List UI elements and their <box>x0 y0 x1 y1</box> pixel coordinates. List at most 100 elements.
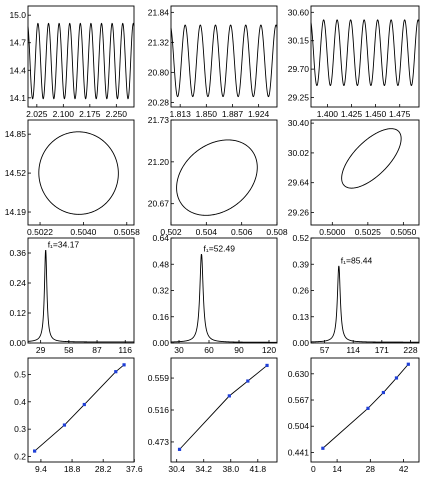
y-tick-label: 30.60 <box>288 7 310 17</box>
x-tick-label: 1.450 <box>365 109 387 119</box>
x-tick-label: 87 <box>92 345 102 355</box>
axes-frame <box>170 5 278 108</box>
data-point <box>406 362 410 366</box>
x-tick-label: 29 <box>36 345 46 355</box>
y-tick-label: 0.26 <box>292 286 309 296</box>
y-tick-label: 20.67 <box>148 199 170 209</box>
axes-frame <box>310 357 420 463</box>
data-point <box>227 394 231 398</box>
panel-r3c1: f₁=34.17 29 58 87 116 0.36 0.24 0.12 0.00 <box>9 237 135 355</box>
series-line <box>27 22 135 100</box>
y-tick-label: 21.32 <box>148 37 170 47</box>
y-tick-label: 30.02 <box>288 148 310 158</box>
x-tick-label: 2.175 <box>79 109 101 119</box>
series-line <box>179 365 268 450</box>
x-tick-label: 42 <box>399 464 409 474</box>
peak-annotation: f₁=34.17 <box>48 240 80 250</box>
x-tick-label: 0.5050 <box>390 227 416 237</box>
peak-annotation: f₁=52.49 <box>204 243 236 253</box>
x-tick-label: 60 <box>204 345 214 355</box>
x-tick-label: 41.8 <box>250 464 267 474</box>
y-tick-label: 29.26 <box>288 208 310 218</box>
data-point <box>33 449 37 453</box>
x-tick-label: 0.502 <box>160 227 182 237</box>
y-tick-label: 0.24 <box>9 278 26 288</box>
data-point <box>177 447 182 451</box>
y-tick-label: 0.3 <box>14 424 26 434</box>
axes-frame <box>310 119 420 226</box>
y-tick-label: 14.4 <box>9 65 26 75</box>
axes-frame <box>170 357 278 463</box>
data-point <box>82 402 86 407</box>
y-tick-label: 21.20 <box>148 157 170 167</box>
y-tick-label: 0.48 <box>152 259 169 269</box>
y-tick-label: 0.13 <box>292 312 309 322</box>
y-tick-label: 0.12 <box>9 308 26 318</box>
x-tick-label: 0.5000 <box>319 227 345 237</box>
x-tick-label: 30.4 <box>168 464 185 474</box>
y-tick-label: 0.441 <box>288 447 310 457</box>
series-line <box>170 24 278 98</box>
axes-frame <box>27 119 135 226</box>
panel-r3c3: f₁=85.44 57 114 171 228 0.52 0.39 0.26 0.13 0.00 <box>292 233 420 355</box>
x-tick-label: 0.506 <box>231 227 253 237</box>
y-tick-label: 29.64 <box>288 178 310 188</box>
y-tick-label: 14.52 <box>5 168 27 178</box>
data-point <box>114 370 118 374</box>
y-tick-label: 21.84 <box>148 7 170 17</box>
panel-r4c1: 9.4 18.8 28.2 37.6 0.5 0.4 0.3 0.2 <box>14 357 143 474</box>
data-point <box>265 363 269 368</box>
y-tick-label: 0.4 <box>14 397 26 407</box>
x-tick-label: 171 <box>375 345 389 355</box>
series-line <box>171 253 277 343</box>
y-tick-label: 0.36 <box>9 248 26 258</box>
panel-r4c3: 14 28 42 0 0.630 0.567 0.504 0.441 <box>288 357 420 474</box>
panel-r2c2: 0.502 0.504 0.506 0.508 21.73 21.20 20.67 <box>148 115 288 237</box>
data-point <box>394 376 399 380</box>
data-point <box>62 423 67 427</box>
x-tick-label: 1.887 <box>222 109 244 119</box>
y-tick-label: 0.00 <box>152 338 169 348</box>
x-tick-label: 58 <box>64 345 74 355</box>
y-tick-label: 14.19 <box>5 207 27 217</box>
x-tick-label: 28 <box>366 464 376 474</box>
series-line <box>341 128 402 189</box>
y-tick-label: 0.00 <box>9 338 26 348</box>
y-tick-label: 0.00 <box>292 338 309 348</box>
axes-frame <box>27 357 135 463</box>
panel-r4c2: 30.4 34.2 38.0 41.8 0.559 0.516 0.473 <box>148 357 278 474</box>
y-tick-label: 15.0 <box>9 10 26 20</box>
y-tick-label: 0.630 <box>288 369 310 379</box>
series-line <box>310 265 419 343</box>
x-tick-label: 0.5058 <box>114 227 140 237</box>
x-tick-label: 9.4 <box>35 464 47 474</box>
data-point <box>381 390 385 395</box>
panel-r1c2: 1.813 1.850 1.887 1.924 21.84 21.32 20.80 20.28 <box>148 5 278 119</box>
series-line <box>310 19 420 87</box>
y-tick-label: 0.559 <box>148 373 170 383</box>
y-tick-label: 0.2 <box>14 452 26 462</box>
y-tick-label: 0.16 <box>152 312 169 322</box>
x-tick-label: 228 <box>403 345 417 355</box>
x-tick-label: 0.508 <box>266 227 288 237</box>
y-tick-label: 0.32 <box>152 286 169 296</box>
x-tick-label: 0.5022 <box>27 227 53 237</box>
y-tick-label: 0.5 <box>14 369 26 379</box>
x-tick-label: 1.924 <box>248 109 270 119</box>
y-tick-label: 14.7 <box>9 38 26 48</box>
panel-r1c3: 1.400 1.425 1.450 1.475 30.60 30.15 29.70 29.25 <box>288 5 420 119</box>
axes-frame <box>170 237 278 344</box>
x-tick-label: 2.100 <box>53 109 75 119</box>
axes-frame <box>170 119 278 226</box>
x-tick-label: 0.504 <box>196 227 218 237</box>
x-tick-label: 30 <box>174 345 184 355</box>
y-tick-label: 20.28 <box>148 97 170 107</box>
x-tick-label: 116 <box>118 345 132 355</box>
series-line <box>38 131 119 215</box>
y-tick-label: 0.504 <box>288 421 310 431</box>
panel-r2c1: 0.5022 0.5040 0.5058 14.85 14.52 14.19 <box>5 119 140 237</box>
x-tick-label: 34.2 <box>195 464 212 474</box>
y-tick-label: 0.473 <box>148 437 170 447</box>
x-tick-label: 14 <box>332 464 342 474</box>
data-point <box>246 379 250 383</box>
